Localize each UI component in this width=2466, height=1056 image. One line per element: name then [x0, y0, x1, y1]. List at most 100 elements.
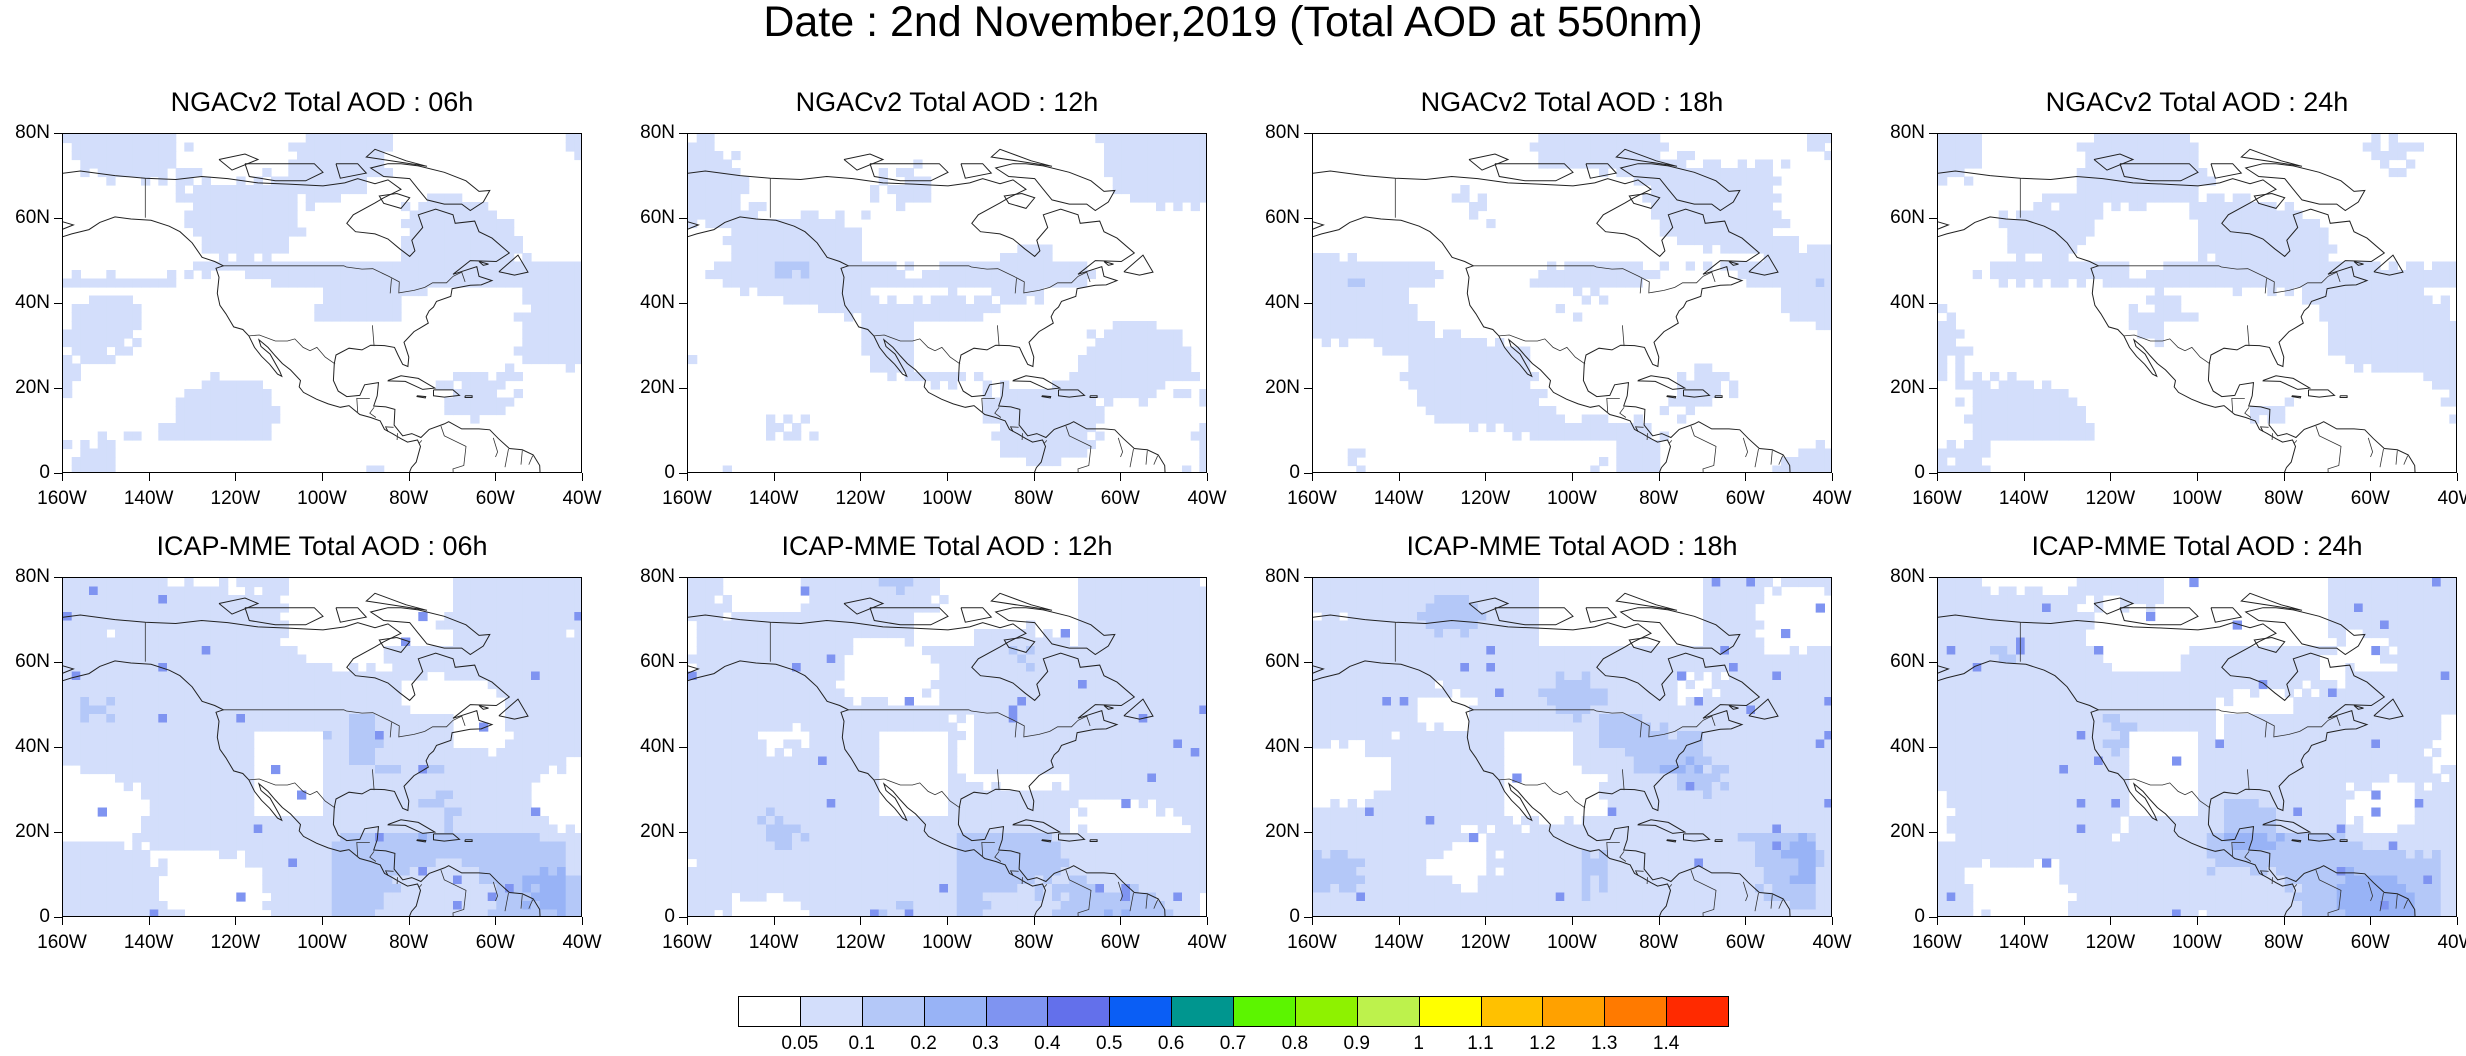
lat-tick: [1929, 303, 1937, 304]
lon-tick: [582, 917, 583, 925]
lon-tick-label: 120W: [2085, 932, 2136, 953]
aod-field: [1938, 134, 2456, 472]
country-border: [997, 325, 1000, 347]
lon-tick: [2197, 473, 2198, 481]
island-outline: [1637, 375, 1687, 390]
island-outline: [1635, 427, 1639, 432]
country-border: [1690, 425, 1717, 472]
aod-field: [688, 134, 1206, 472]
lat-tick-label: 40N: [15, 292, 50, 313]
island-outline: [2119, 607, 2199, 626]
lon-tick: [2457, 473, 2458, 481]
map-panel: ICAP-MME Total AOD : 06h 80N 60N 40N 20N 0 160…: [15, 531, 601, 953]
lat-tick: [679, 218, 687, 219]
lat-tick: [54, 662, 62, 663]
country-border: [418, 884, 423, 888]
island-outline: [1494, 607, 1574, 626]
country-border: [2379, 448, 2384, 468]
island-outline: [2373, 254, 2404, 276]
lon-tick: [2110, 473, 2112, 481]
lon-tick-label: 140W: [1373, 488, 1424, 509]
lon-tick-label: 140W: [123, 488, 174, 509]
island-outline: [1012, 375, 1062, 390]
island-outline: [378, 637, 411, 653]
country-border: [1606, 842, 1620, 857]
lon-tick: [687, 917, 688, 925]
lon-tick: [1207, 473, 1208, 481]
island-outline: [990, 148, 1053, 167]
lon-tick: [1398, 917, 1400, 925]
aod-field: [1938, 578, 2456, 916]
aod-map: [1313, 134, 1831, 472]
aod-map: [688, 578, 1206, 916]
lat-tick: [1929, 473, 1937, 474]
figure-title: Date : 2nd November,2019 (Total AOD at 5…: [763, 0, 1703, 46]
island-outline: [994, 607, 1116, 656]
map-panel: NGACv2 Total AOD : 06h 80N 60N 40N 20N 0 160W 1…: [15, 87, 601, 509]
lat-tick: [54, 473, 62, 474]
lat-tick-label: 20N: [640, 821, 675, 842]
country-border: [1619, 851, 1627, 862]
island-outline: [2260, 871, 2264, 876]
island-outline: [1123, 254, 1154, 276]
map-frame: [1937, 577, 2457, 917]
colorbar-swatch: [1604, 996, 1668, 1027]
panel-title: ICAP-MME Total AOD : 24h: [2031, 531, 2363, 561]
lon-tick: [2283, 473, 2285, 481]
country-border: [1690, 869, 1717, 916]
lat-tick: [54, 832, 62, 833]
lon-tick: [1832, 917, 1833, 925]
lon-tick-label: 80W: [1014, 932, 1054, 953]
colorbar-swatch: [1109, 996, 1173, 1027]
island-outline: [2262, 375, 2312, 390]
country-border: [372, 325, 375, 347]
map-frame: [687, 133, 1207, 473]
lon-tick: [62, 473, 63, 481]
lon-tick: [2023, 917, 2025, 925]
lat-tick-label: 60N: [1890, 207, 1925, 228]
lon-tick: [947, 473, 948, 481]
island-outline: [1619, 607, 1741, 656]
country-border: [1014, 278, 1017, 294]
island-outline: [1714, 395, 1723, 398]
island-outline: [994, 163, 1116, 212]
country-border: [2367, 881, 2374, 902]
lon-tick-label: 100W: [297, 932, 347, 953]
country-border: [1498, 778, 1586, 809]
country-border: [873, 778, 961, 809]
island-outline: [1089, 395, 1098, 398]
lon-tick: [773, 473, 775, 481]
panel-title: ICAP-MME Total AOD : 18h: [1406, 531, 1738, 561]
colorbar-label: 0.3: [972, 1033, 999, 1054]
island-outline: [1089, 839, 1098, 842]
country-border: [2259, 426, 2269, 428]
island-outline: [2244, 607, 2366, 656]
lon-tick: [1658, 917, 1660, 925]
lon-tick: [1120, 917, 1122, 925]
island-outline: [960, 607, 993, 623]
island-outline: [416, 839, 427, 843]
map-frame: [687, 577, 1207, 917]
lon-tick-label: 100W: [1547, 488, 1597, 509]
country-border: [2123, 778, 2211, 809]
panel-title: NGACv2 Total AOD : 18h: [1420, 87, 1724, 117]
colorbar-swatch: [1047, 996, 1111, 1027]
lat-tick-label: 20N: [1890, 821, 1925, 842]
map-panel: NGACv2 Total AOD : 18h 80N 60N 40N 20N 0 160W 1…: [1265, 87, 1851, 509]
country-border: [1145, 450, 1148, 465]
island-outline: [1058, 833, 1086, 842]
island-outline: [2253, 637, 2286, 653]
lat-tick: [679, 662, 687, 663]
lat-tick-label: 40N: [1890, 736, 1925, 757]
island-outline: [218, 153, 260, 171]
coastline: [1938, 170, 2416, 472]
country-border: [1117, 881, 1124, 902]
country-border: [2231, 842, 2245, 857]
island-outline: [2244, 163, 2366, 212]
country-border: [1065, 425, 1092, 472]
country-border: [369, 407, 377, 418]
country-border: [2379, 892, 2384, 912]
country-border: [528, 899, 534, 909]
country-border: [389, 278, 392, 294]
aod-field: [1313, 578, 1831, 916]
